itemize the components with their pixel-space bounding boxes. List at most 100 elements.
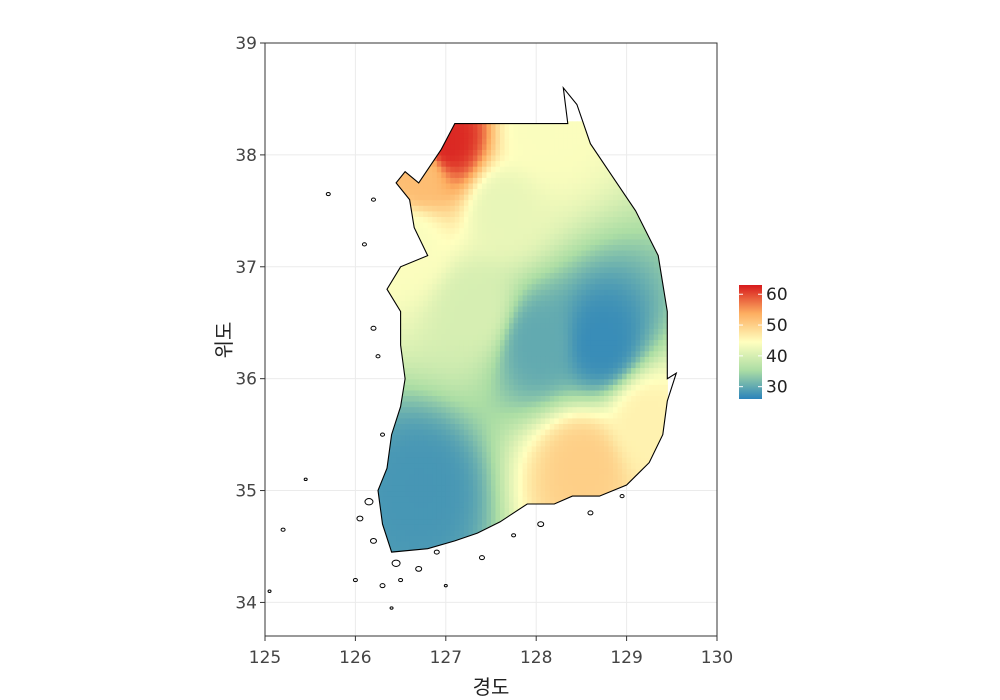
heat-cell xyxy=(409,429,415,436)
heat-cell xyxy=(595,177,601,184)
heat-cell xyxy=(522,305,528,313)
heat-cell xyxy=(418,389,424,396)
heat-cell xyxy=(463,154,469,162)
heat-cell xyxy=(581,462,587,469)
heat-cell xyxy=(567,294,573,301)
heat-cell xyxy=(604,188,610,195)
heat-cell xyxy=(567,138,573,145)
heat-cell xyxy=(563,440,569,447)
heat-cell xyxy=(590,378,596,385)
heat-cell xyxy=(491,261,497,268)
heat-cell xyxy=(400,300,406,307)
heat-cell xyxy=(400,417,406,424)
heat-cell xyxy=(599,356,605,363)
heat-cell xyxy=(595,250,601,257)
heat-cell xyxy=(472,238,478,245)
heat-cell xyxy=(477,328,483,335)
heat-cell xyxy=(427,389,433,396)
heat-cell xyxy=(554,367,560,374)
heat-cell xyxy=(482,389,488,396)
heat-cell xyxy=(482,345,488,352)
heat-cell xyxy=(509,462,515,469)
heat-cell xyxy=(450,361,456,369)
heat-cell xyxy=(590,283,596,290)
heat-cell xyxy=(545,462,551,469)
heat-cell xyxy=(436,529,442,536)
heat-cell xyxy=(613,250,619,257)
heat-cell xyxy=(595,412,601,419)
heat-cell xyxy=(513,305,519,313)
heat-cell xyxy=(649,311,655,318)
heat-cell xyxy=(504,166,510,173)
heat-cell xyxy=(491,317,497,324)
heat-cell xyxy=(513,278,519,285)
heat-cell xyxy=(518,171,524,178)
heat-cell xyxy=(482,333,488,341)
heat-cell xyxy=(545,188,551,195)
heat-cell xyxy=(472,356,478,363)
heat-cell xyxy=(558,384,564,391)
heat-cell xyxy=(563,378,569,385)
heat-cell xyxy=(463,261,469,268)
heat-cell xyxy=(540,468,546,475)
heat-cell xyxy=(567,361,573,369)
heat-cell xyxy=(649,440,655,447)
heat-cell xyxy=(608,350,614,357)
heat-cell xyxy=(576,149,582,156)
heat-cell xyxy=(495,373,501,380)
heat-cell xyxy=(522,182,528,190)
heat-cell xyxy=(450,468,456,475)
heat-cell xyxy=(486,462,492,469)
heat-cell xyxy=(604,227,610,234)
heat-cell xyxy=(545,350,551,357)
heat-cell xyxy=(649,412,655,419)
heat-cell xyxy=(545,205,551,212)
heat-cell xyxy=(486,384,492,391)
heat-cell xyxy=(518,261,524,268)
heat-cell xyxy=(626,333,632,341)
heat-cell xyxy=(495,233,501,240)
heat-cell xyxy=(463,143,469,150)
heat-cell xyxy=(585,389,591,396)
heat-cell xyxy=(495,160,501,167)
heat-cell xyxy=(640,378,646,385)
heat-cell xyxy=(518,445,524,452)
heat-cell xyxy=(531,171,537,178)
heat-cell xyxy=(518,417,524,424)
heat-cell xyxy=(622,233,628,240)
heat-cell xyxy=(536,126,542,134)
heat-cell xyxy=(504,283,510,290)
heat-cell xyxy=(644,266,650,273)
heat-cell xyxy=(585,238,591,245)
heat-cell xyxy=(432,177,438,184)
heat-cell xyxy=(482,278,488,285)
heat-cell xyxy=(436,367,442,374)
heat-cell xyxy=(468,194,474,201)
heat-cell xyxy=(585,445,591,452)
heat-cell xyxy=(617,266,623,273)
heat-cell xyxy=(549,216,555,223)
heat-cell xyxy=(504,266,510,273)
heat-cell xyxy=(463,412,469,419)
heat-cell xyxy=(495,473,501,480)
heat-cell xyxy=(450,378,456,385)
heat-cell xyxy=(405,328,411,335)
heat-cell xyxy=(635,412,641,419)
heat-cell xyxy=(567,188,573,195)
heat-cell xyxy=(427,272,433,279)
heat-cell xyxy=(450,440,456,447)
heat-cell xyxy=(432,311,438,318)
heat-cell xyxy=(463,345,469,352)
heat-cell xyxy=(622,283,628,290)
heat-cell xyxy=(391,445,397,452)
heat-cell xyxy=(626,389,632,396)
heat-cell xyxy=(549,485,555,492)
heat-cell xyxy=(626,417,632,424)
heat-cell xyxy=(482,328,488,335)
heat-cell xyxy=(441,261,447,268)
heat-cell xyxy=(608,473,614,480)
heat-cell xyxy=(572,205,578,212)
heat-cell xyxy=(549,317,555,324)
heat-cell xyxy=(477,317,483,324)
heat-cell xyxy=(604,210,610,217)
